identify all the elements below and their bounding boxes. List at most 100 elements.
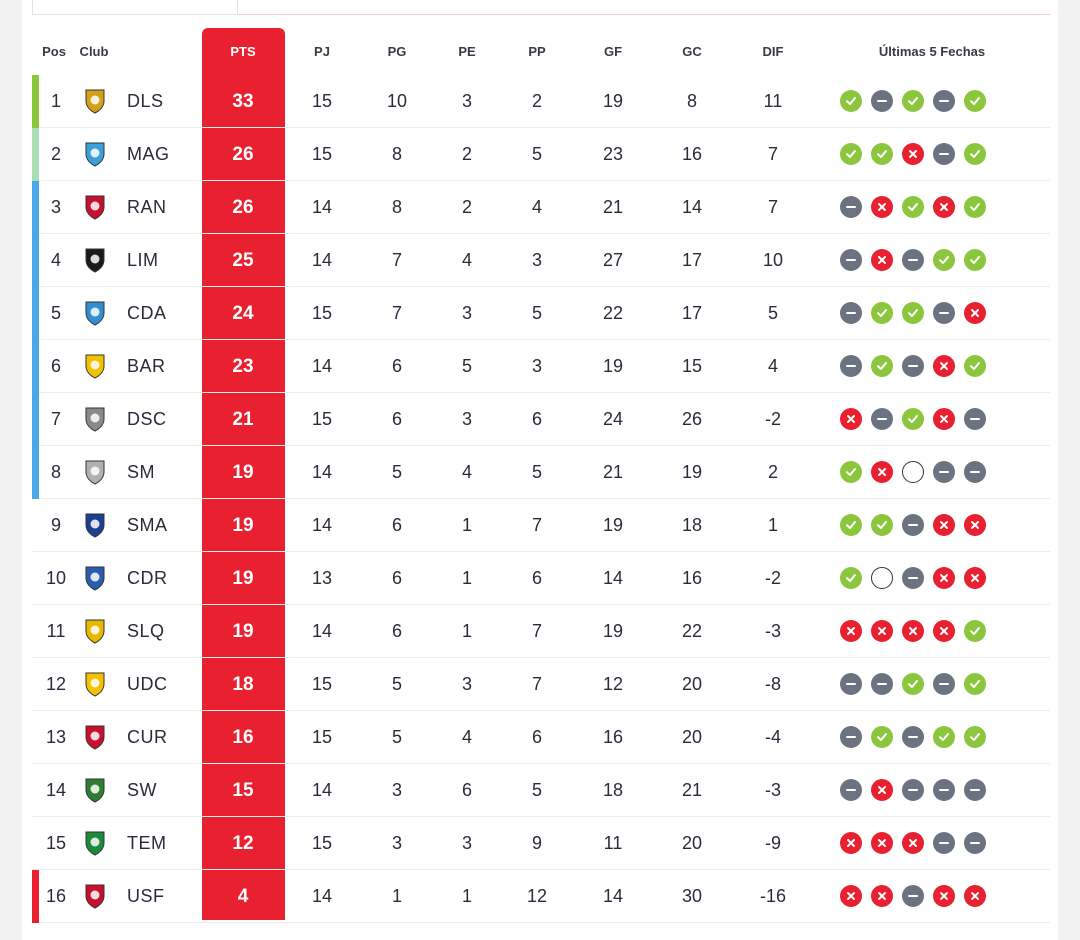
win-icon[interactable] [871, 514, 893, 536]
win-icon[interactable] [871, 726, 893, 748]
win-icon[interactable] [871, 355, 893, 377]
win-icon[interactable] [964, 196, 986, 218]
club-name[interactable]: MAG [127, 144, 170, 164]
draw-icon[interactable] [964, 461, 986, 483]
table-row[interactable]: 14 SW 15 14 3 6 5 18 21 -3 [32, 764, 1050, 817]
header-club[interactable]: Club [79, 44, 109, 59]
win-icon[interactable] [840, 461, 862, 483]
loss-icon[interactable] [840, 620, 862, 642]
win-icon[interactable] [840, 514, 862, 536]
win-icon[interactable] [902, 90, 924, 112]
club-name[interactable]: DSC [127, 409, 167, 429]
top-tab[interactable] [32, 0, 238, 15]
table-row[interactable]: 5 CDA 24 15 7 3 5 22 17 5 [32, 287, 1050, 340]
loss-icon[interactable] [902, 620, 924, 642]
header-pos[interactable]: Pos [42, 44, 66, 59]
win-icon[interactable] [840, 143, 862, 165]
club-name[interactable]: SM [127, 462, 155, 482]
loss-icon[interactable] [933, 885, 955, 907]
draw-icon[interactable] [840, 673, 862, 695]
draw-icon[interactable] [871, 90, 893, 112]
loss-icon[interactable] [871, 885, 893, 907]
table-row[interactable]: 15 TEM 12 15 3 3 9 11 20 -9 [32, 817, 1050, 870]
loss-icon[interactable] [871, 196, 893, 218]
win-icon[interactable] [871, 143, 893, 165]
table-row[interactable]: 16 USF 4 14 1 1 12 14 30 -16 [32, 870, 1050, 923]
club-name[interactable]: UDC [127, 674, 168, 694]
not-played-icon[interactable] [902, 461, 924, 483]
table-row[interactable]: 13 CUR 16 15 5 4 6 16 20 -4 [32, 711, 1050, 764]
draw-icon[interactable] [902, 514, 924, 536]
win-icon[interactable] [902, 196, 924, 218]
win-icon[interactable] [933, 249, 955, 271]
loss-icon[interactable] [871, 779, 893, 801]
draw-icon[interactable] [964, 408, 986, 430]
win-icon[interactable] [933, 726, 955, 748]
win-icon[interactable] [964, 355, 986, 377]
loss-icon[interactable] [871, 249, 893, 271]
header-pts[interactable]: PTS [230, 44, 256, 59]
table-row[interactable]: 10 CDR 19 13 6 1 6 14 16 -2 [32, 552, 1050, 605]
table-row[interactable]: 6 BAR 23 14 6 5 3 19 15 4 [32, 340, 1050, 393]
club-name[interactable]: TEM [127, 833, 167, 853]
win-icon[interactable] [964, 620, 986, 642]
loss-icon[interactable] [871, 461, 893, 483]
draw-icon[interactable] [933, 143, 955, 165]
club-name[interactable]: CUR [127, 727, 168, 747]
header-gf[interactable]: GF [603, 44, 623, 59]
draw-icon[interactable] [902, 355, 924, 377]
table-row[interactable]: 4 LIM 25 14 7 4 3 27 17 10 [32, 234, 1050, 287]
win-icon[interactable] [902, 673, 924, 695]
win-icon[interactable] [871, 302, 893, 324]
header-dif[interactable]: DIF [762, 44, 784, 59]
loss-icon[interactable] [871, 620, 893, 642]
draw-icon[interactable] [964, 779, 986, 801]
draw-icon[interactable] [933, 302, 955, 324]
club-name[interactable]: BAR [127, 356, 166, 376]
draw-icon[interactable] [840, 302, 862, 324]
header-pj[interactable]: PJ [314, 44, 330, 59]
draw-icon[interactable] [933, 673, 955, 695]
draw-icon[interactable] [871, 408, 893, 430]
loss-icon[interactable] [871, 832, 893, 854]
club-name[interactable]: USF [127, 886, 165, 906]
win-icon[interactable] [964, 726, 986, 748]
loss-icon[interactable] [933, 196, 955, 218]
loss-icon[interactable] [840, 832, 862, 854]
loss-icon[interactable] [964, 885, 986, 907]
loss-icon[interactable] [933, 567, 955, 589]
table-row[interactable]: 2 MAG 26 15 8 2 5 23 16 7 [32, 128, 1050, 181]
club-name[interactable]: SLQ [127, 621, 165, 641]
draw-icon[interactable] [871, 673, 893, 695]
table-row[interactable]: 3 RAN 26 14 8 2 4 21 14 7 [32, 181, 1050, 234]
draw-icon[interactable] [840, 355, 862, 377]
draw-icon[interactable] [902, 726, 924, 748]
win-icon[interactable] [964, 143, 986, 165]
draw-icon[interactable] [840, 196, 862, 218]
draw-icon[interactable] [840, 726, 862, 748]
club-name[interactable]: SMA [127, 515, 168, 535]
loss-icon[interactable] [964, 514, 986, 536]
draw-icon[interactable] [902, 885, 924, 907]
table-row[interactable]: 11 SLQ 19 14 6 1 7 19 22 -3 [32, 605, 1050, 658]
table-row[interactable]: 1 DLS 33 15 10 3 2 19 8 11 [32, 75, 1050, 128]
draw-icon[interactable] [840, 249, 862, 271]
win-icon[interactable] [902, 302, 924, 324]
loss-icon[interactable] [964, 302, 986, 324]
loss-icon[interactable] [933, 408, 955, 430]
club-name[interactable]: SW [127, 780, 157, 800]
table-row[interactable]: 9 SMA 19 14 6 1 7 19 18 1 [32, 499, 1050, 552]
draw-icon[interactable] [933, 90, 955, 112]
club-name[interactable]: DLS [127, 91, 164, 111]
draw-icon[interactable] [933, 832, 955, 854]
draw-icon[interactable] [933, 461, 955, 483]
header-pe[interactable]: PE [458, 44, 476, 59]
loss-icon[interactable] [964, 567, 986, 589]
win-icon[interactable] [902, 408, 924, 430]
win-icon[interactable] [840, 567, 862, 589]
draw-icon[interactable] [964, 832, 986, 854]
header-gc[interactable]: GC [682, 44, 702, 59]
draw-icon[interactable] [902, 249, 924, 271]
draw-icon[interactable] [902, 779, 924, 801]
loss-icon[interactable] [840, 885, 862, 907]
